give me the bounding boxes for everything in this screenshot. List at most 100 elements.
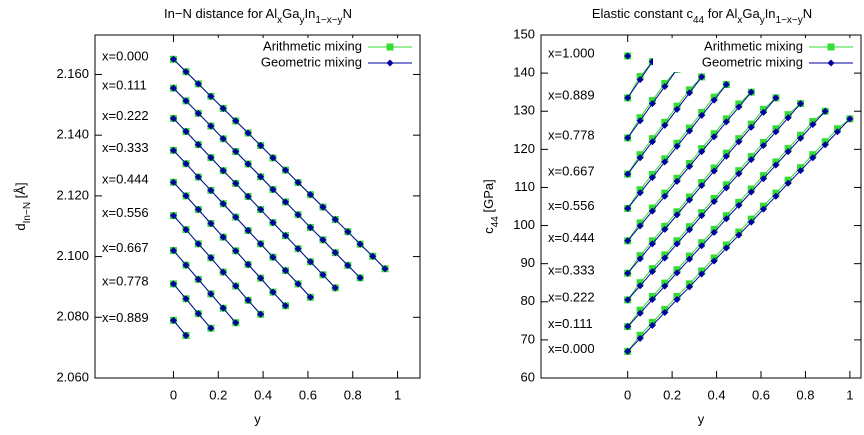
marker (219, 200, 227, 208)
y-axis-label-part: [GPa] (481, 179, 496, 216)
marker (661, 121, 669, 129)
legend-label: Arithmetic mixing (263, 38, 362, 53)
marker (269, 253, 277, 261)
marker (636, 117, 644, 125)
marker (624, 204, 632, 212)
marker (661, 225, 669, 233)
marker (269, 186, 277, 194)
y-tick-label: 150 (513, 26, 535, 41)
marker (827, 43, 835, 51)
x-tick-label: 0.4 (708, 387, 726, 402)
y-axis-label: dIn−N [Å] (13, 182, 33, 230)
marker (648, 321, 656, 329)
line-label: x=0.444 (102, 172, 149, 187)
marker (833, 128, 841, 136)
marker (624, 52, 632, 60)
marker (257, 141, 265, 149)
marker (735, 201, 743, 209)
y-axis-label-part: [Å] (13, 182, 28, 202)
marker (306, 223, 314, 231)
plot-frame (94, 34, 421, 379)
legend-label: Arithmetic mixing (704, 38, 803, 53)
chart-title-part: 1−x−y (776, 15, 803, 26)
marker (759, 108, 767, 116)
series-line (173, 283, 212, 329)
marker (282, 267, 290, 275)
y-axis-label: c44 [GPa] (481, 179, 501, 233)
x-tick-label: 0 (170, 387, 177, 402)
x-tick-label: 0.6 (752, 387, 770, 402)
marker (747, 88, 755, 96)
x-tick-label: 0.6 (299, 387, 317, 402)
marker (244, 226, 252, 234)
marker (244, 296, 252, 304)
marker (809, 121, 817, 129)
line-label: x=0.667 (102, 240, 149, 255)
line-label: x=0.444 (548, 230, 595, 245)
line-label: x=0.778 (102, 273, 149, 288)
marker (182, 97, 190, 105)
y-tick-label: 2.060 (56, 369, 89, 384)
chart-title-part: N (803, 6, 812, 21)
x-tick-label: 1 (394, 387, 401, 402)
marker (673, 142, 681, 150)
chart-title-part: Ga (282, 6, 300, 21)
x-axis-label: y (698, 411, 705, 426)
chart-title-part: In (304, 6, 315, 21)
marker (194, 141, 202, 149)
y-tick-label: 70 (521, 331, 535, 346)
y-tick-label: 2.160 (56, 66, 89, 81)
marker (698, 111, 706, 119)
marker (219, 304, 227, 312)
marker (269, 154, 277, 162)
series-line (173, 181, 286, 307)
legend-box (653, 38, 858, 72)
marker (698, 148, 706, 156)
marker (194, 206, 202, 214)
marker (356, 274, 364, 282)
marker (257, 310, 265, 318)
marker (282, 302, 290, 310)
x-tick-label: 0.2 (663, 387, 681, 402)
marker (624, 323, 632, 331)
marker (269, 288, 277, 296)
marker (722, 118, 730, 126)
marker (169, 146, 177, 154)
marker (207, 324, 215, 332)
marker (331, 216, 339, 224)
marker (784, 148, 792, 156)
y-tick-label: 130 (513, 103, 535, 118)
marker (673, 177, 681, 185)
marker (661, 254, 669, 262)
marker (624, 296, 632, 304)
series-line (173, 150, 311, 298)
marker (232, 117, 240, 125)
marker (194, 310, 202, 318)
marker (344, 261, 352, 269)
y-tick-label: 60 (521, 369, 535, 384)
line-label: x=0.111 (102, 78, 147, 93)
marker (169, 55, 177, 63)
y-tick-label: 140 (513, 65, 535, 80)
marker (331, 284, 339, 292)
marker (169, 114, 177, 122)
marker (698, 242, 706, 250)
marker (207, 219, 215, 227)
marker (772, 192, 780, 200)
marker (194, 109, 202, 117)
chart-title-part: 1−x−y (315, 15, 342, 26)
line-label: x=0.667 (548, 164, 595, 179)
marker (673, 295, 681, 303)
marker (685, 89, 693, 97)
marker (759, 205, 767, 213)
marker (219, 104, 227, 112)
marker (698, 270, 706, 278)
marker (369, 252, 377, 260)
marker (282, 166, 290, 174)
marker (846, 115, 854, 123)
marker (636, 255, 644, 263)
marker (648, 207, 656, 215)
legend-label: Geometric mixing (261, 54, 362, 69)
line-label: x=0.333 (102, 140, 149, 155)
marker (232, 319, 240, 327)
